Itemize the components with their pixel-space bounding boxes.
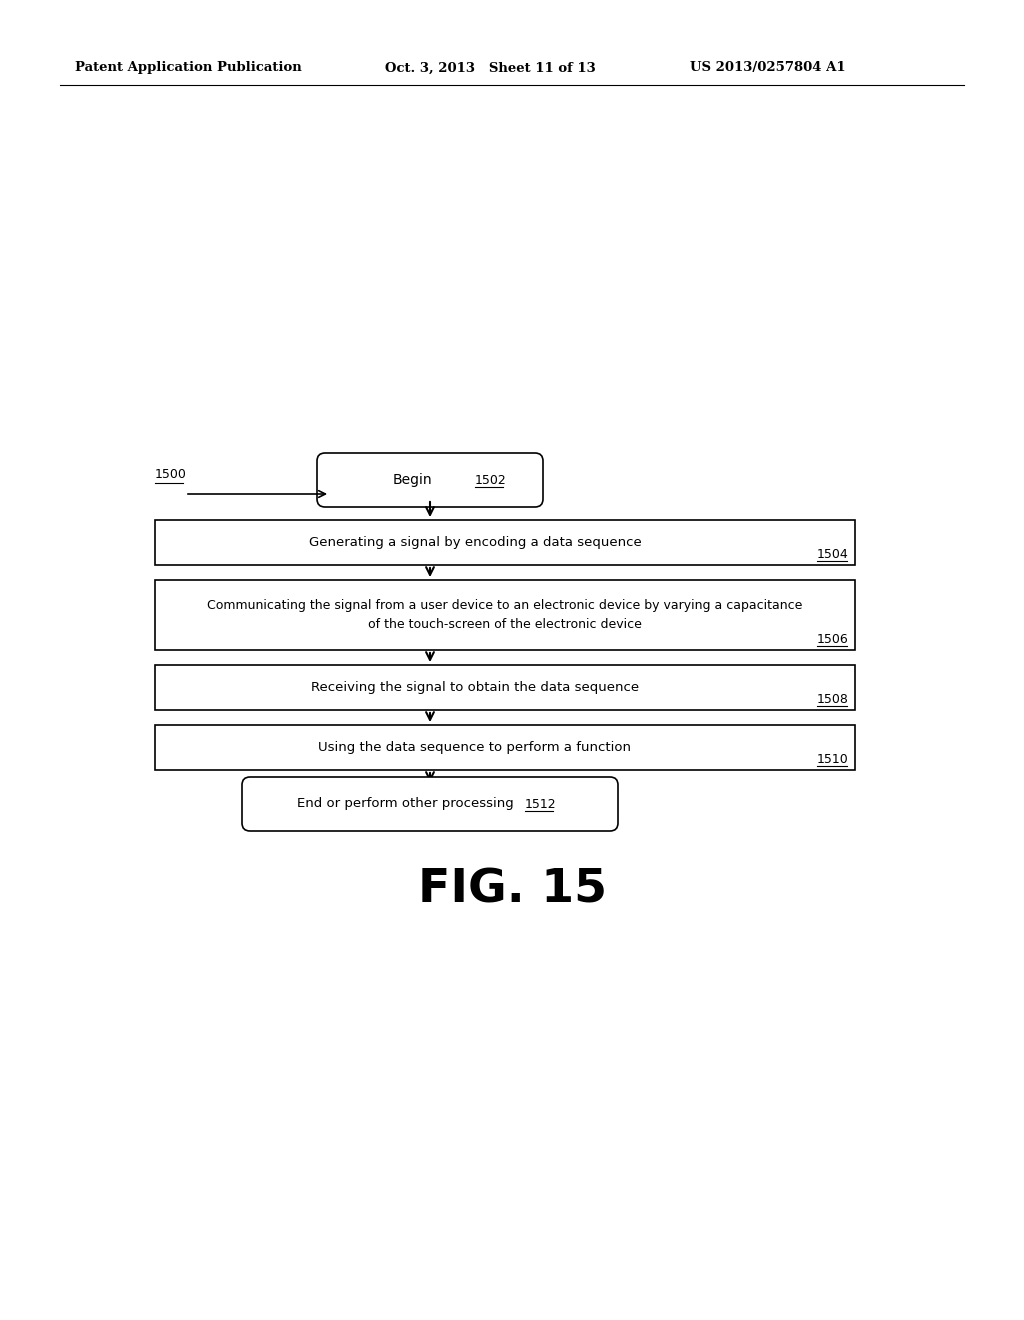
Text: Communicating the signal from a user device to an electronic device by varying a: Communicating the signal from a user dev… — [207, 599, 803, 612]
Text: 1506: 1506 — [817, 634, 849, 645]
Text: Begin: Begin — [392, 473, 432, 487]
Text: Receiving the signal to obtain the data sequence: Receiving the signal to obtain the data … — [311, 681, 639, 694]
Text: 1502: 1502 — [475, 474, 507, 487]
Text: 1500: 1500 — [155, 469, 186, 482]
Bar — [155, 520, 855, 565]
Text: End or perform other processing: End or perform other processing — [297, 797, 513, 810]
Text: US 2013/0257804 A1: US 2013/0257804 A1 — [690, 62, 846, 74]
Text: 1504: 1504 — [817, 548, 849, 561]
Text: Generating a signal by encoding a data sequence: Generating a signal by encoding a data s… — [308, 536, 641, 549]
Bar — [155, 579, 855, 649]
FancyBboxPatch shape — [317, 453, 543, 507]
Text: Oct. 3, 2013   Sheet 11 of 13: Oct. 3, 2013 Sheet 11 of 13 — [385, 62, 596, 74]
Text: 1512: 1512 — [525, 797, 557, 810]
Bar — [155, 665, 855, 710]
Text: 1508: 1508 — [817, 693, 849, 706]
Bar — [155, 725, 855, 770]
Text: Using the data sequence to perform a function: Using the data sequence to perform a fun… — [318, 741, 632, 754]
Text: Patent Application Publication: Patent Application Publication — [75, 62, 302, 74]
Text: FIG. 15: FIG. 15 — [418, 867, 606, 912]
Text: 1510: 1510 — [817, 752, 849, 766]
FancyBboxPatch shape — [242, 777, 618, 832]
Text: of the touch-screen of the electronic device: of the touch-screen of the electronic de… — [368, 618, 642, 631]
